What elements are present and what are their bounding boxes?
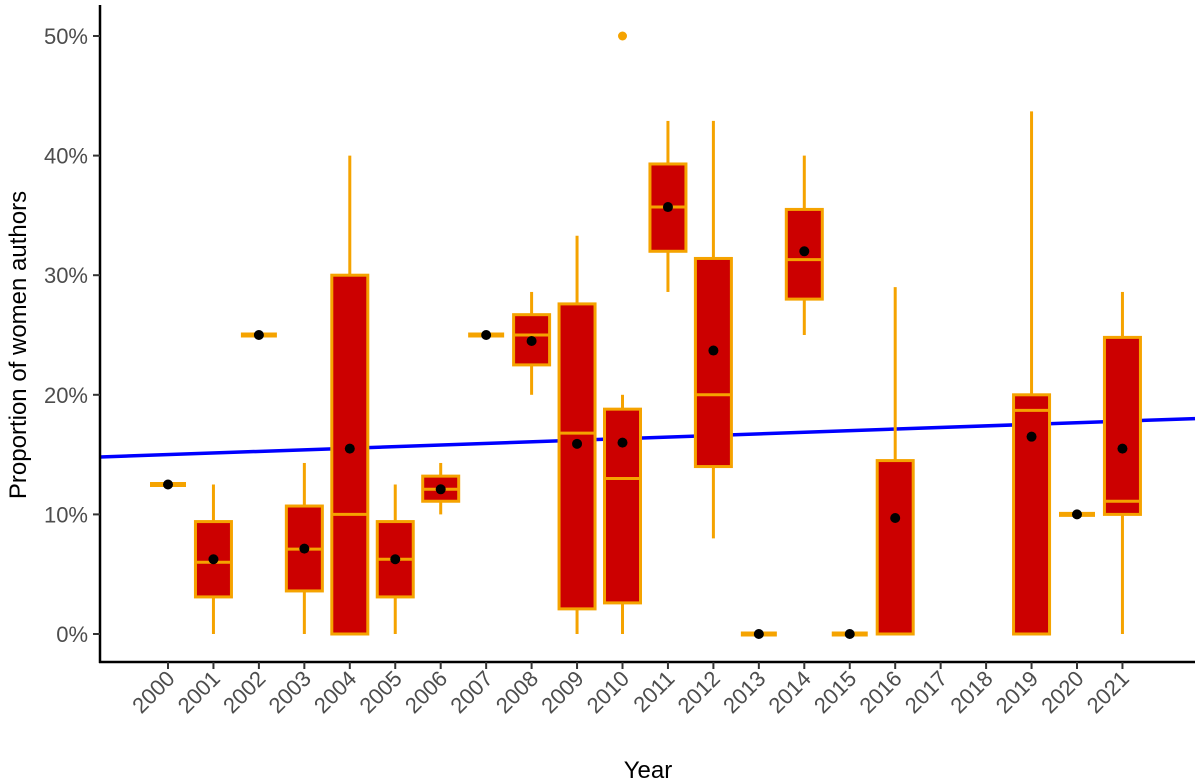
y-ticks: 0% 10% 20% 30% 40% 50% [44,24,100,647]
x-tick-label: 2012 [673,666,725,718]
box-body [603,407,642,605]
outlier-point [618,31,627,41]
mean-point-2001 [208,554,219,565]
x-tick-label: 2017 [900,666,952,718]
mean-point-2012 [708,345,719,356]
box-2004 [330,155,370,636]
box-body [557,302,597,611]
mean-point-2005 [390,554,401,565]
x-tick-label: 2011 [628,666,679,717]
box-2016 [875,287,915,636]
mean-point-2020 [1072,509,1082,520]
box-2019 [1012,111,1052,636]
mean-point-2002 [253,330,264,340]
x-tick-label: 2008 [491,666,543,718]
y-tick-label: 20% [44,383,88,408]
mean-point-2015 [844,629,855,639]
mean-point-2019 [1026,431,1037,442]
mean-point-2009 [572,438,583,449]
box-2021 [1102,291,1142,634]
mean-point-2014 [799,246,810,257]
box-body [693,256,733,469]
x-ticks: 2000200120022003200420052006200720082009… [127,662,1134,718]
x-tick-label: 2005 [354,666,406,718]
mean-point-2004 [344,443,355,454]
x-tick-label: 2018 [945,666,997,718]
box-body [330,273,370,636]
y-tick-label: 0% [56,622,88,647]
x-tick-label: 2010 [582,666,634,718]
x-tick-label: 2002 [218,666,270,718]
mean-point-2021 [1117,443,1128,454]
mean-point-2011 [662,202,673,213]
y-axis-title: Proportion of women authors [5,191,32,499]
box-2014 [784,155,824,335]
x-tick-label: 2001 [173,666,225,718]
x-tick-label: 2007 [445,666,497,718]
y-tick-label: 30% [44,263,88,288]
box-body [875,459,915,636]
x-tick-label: 2009 [536,666,588,718]
box-2012 [693,120,733,539]
mean-point-2000 [163,479,173,490]
box-layer [150,31,1142,637]
mean-point-2013 [753,629,764,639]
mean-point-2007 [481,330,492,340]
y-tick-label: 50% [44,24,88,49]
x-tick-label: 2019 [991,666,1043,718]
x-tick-label: 2021 [1082,666,1134,718]
x-tick-label: 2000 [127,666,179,718]
x-tick-label: 2004 [309,666,361,718]
mean-point-2006 [435,484,446,495]
box-body [1102,335,1142,516]
y-tick-label: 10% [44,502,88,527]
mean-point-2010 [617,437,628,448]
mean-point-2003 [299,543,310,554]
x-tick-label: 2020 [1036,666,1088,718]
x-axis-title: Year [624,757,673,783]
x-tick-label: 2015 [809,666,861,718]
x-tick-label: 2014 [764,666,816,718]
mean-layer [163,202,1128,639]
x-tick-label: 2016 [854,666,906,718]
x-tick-label: 2003 [264,666,316,718]
box-2010 [603,31,642,634]
x-tick-label: 2013 [718,666,770,718]
mean-point-2016 [890,512,901,523]
mean-point-2008 [526,335,537,346]
box-2009 [557,235,597,634]
axis-layer [98,5,1195,664]
x-tick-label: 2006 [400,666,452,718]
box-body [1012,393,1052,636]
y-tick-label: 40% [44,144,88,169]
